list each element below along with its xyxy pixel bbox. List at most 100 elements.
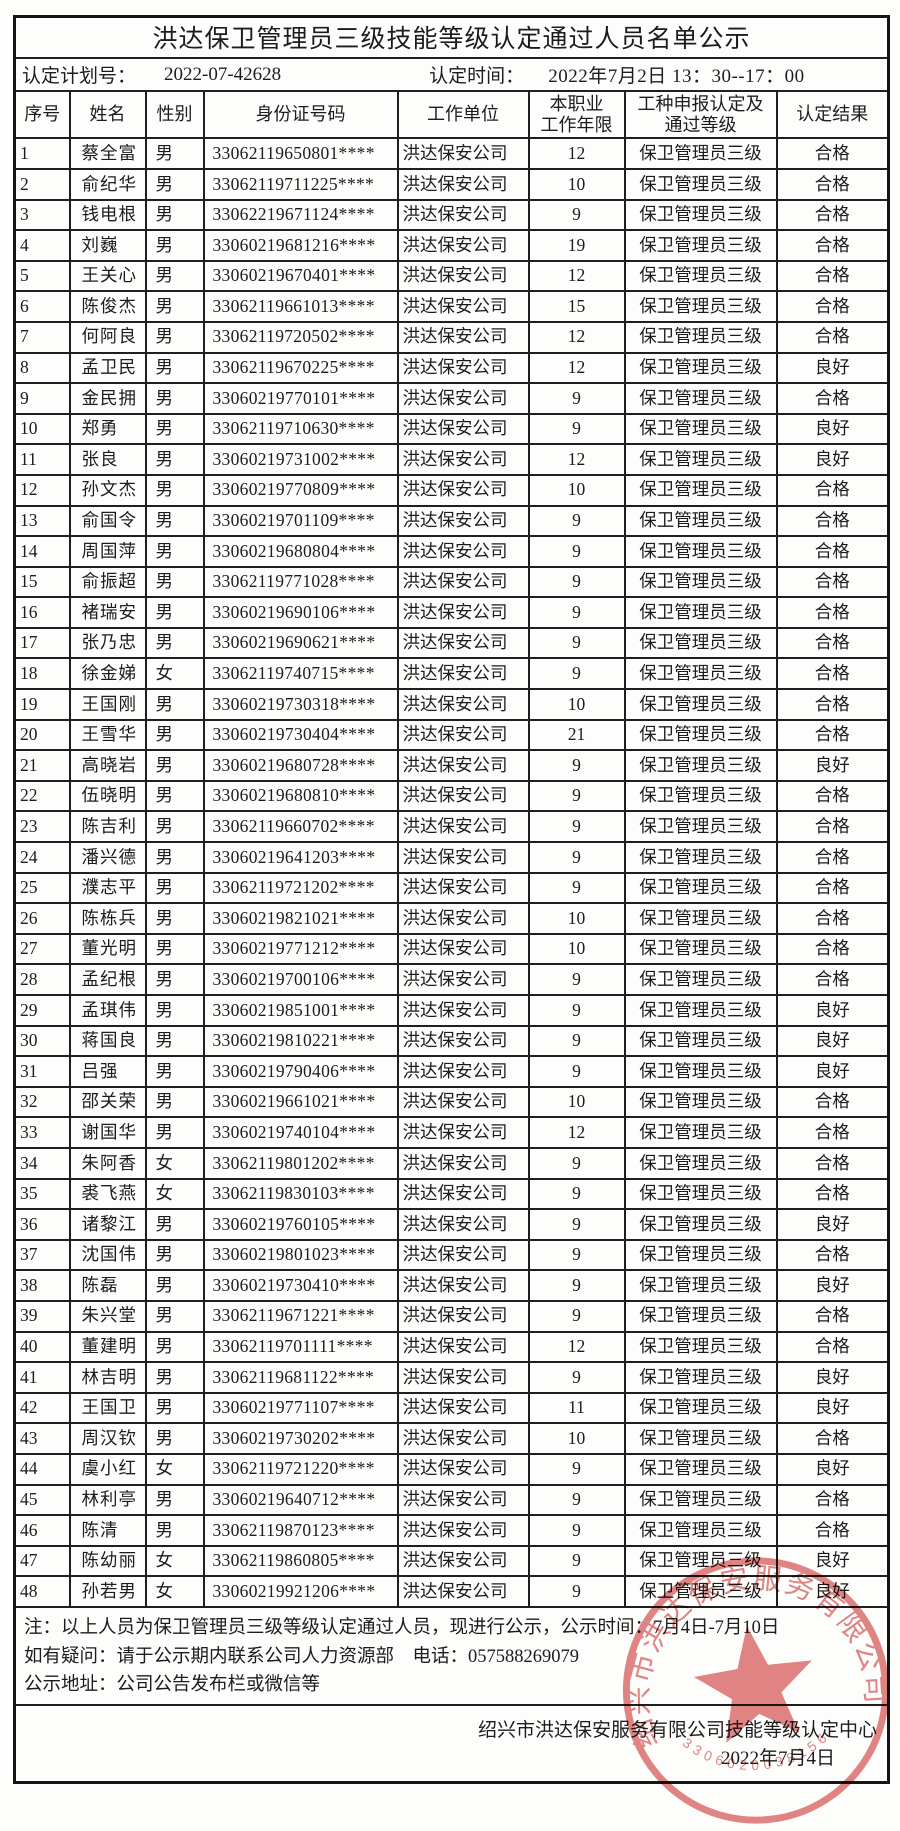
cell-name: 蔡全富 [68,137,147,170]
cell-seq: 31 [13,1055,71,1088]
cell-result: 合格 [775,841,890,874]
cell-years: 9 [527,1055,626,1088]
header-years: 本职业 工作年限 [527,89,626,140]
cell-seq: 39 [13,1299,71,1333]
cell-seq: 5 [13,259,71,293]
cell-seq: 46 [13,1514,71,1547]
cell-seq: 29 [13,994,71,1027]
cell-years: 12 [527,443,626,476]
cell-name: 蒋国良 [68,1024,147,1058]
cell-result: 合格 [775,535,890,568]
cell-name: 钱电根 [68,198,147,232]
cell-id: 33060219771107**** [202,1391,399,1425]
cell-gender: 男 [144,779,205,813]
cell-company: 洪达保安公司 [396,1024,530,1058]
cell-seq: 22 [13,779,71,813]
header-name: 姓名 [68,89,147,140]
cell-company: 洪达保安公司 [396,137,530,170]
cell-gender: 女 [144,1452,205,1486]
cell-gender: 男 [144,1330,205,1364]
cell-years: 12 [527,137,626,170]
cell-gender: 男 [144,1483,205,1517]
table-row: 15 俞振超 男 33062119771028**** 洪达保安公司 9 保卫管… [13,565,890,599]
cell-grade: 保卫管理员三级 [623,290,778,323]
cell-result: 良好 [775,443,890,476]
cell-result: 良好 [775,1024,890,1058]
cell-id: 33060219730410**** [202,1269,399,1302]
cell-id: 33060219690621**** [202,626,399,660]
cell-grade: 保卫管理员三级 [623,1177,778,1211]
certification-table: 洪达保卫管理员三级技能等级认定通过人员名单公示 认定计划号： 2022-07-4… [13,15,891,1785]
cell-gender: 男 [144,1422,205,1455]
cell-name: 周汉钦 [68,1422,147,1455]
cell-grade: 保卫管理员三级 [623,229,778,262]
cell-name: 高晓岩 [68,749,147,782]
cell-years: 12 [527,259,626,293]
cell-name: 孟卫民 [68,351,147,385]
cell-seq: 21 [13,749,71,782]
cell-gender: 男 [144,1055,205,1088]
cell-grade: 保卫管理员三级 [623,1116,778,1149]
table-row: 43 周汉钦 男 33060219730202**** 洪达保安公司 10 保卫… [13,1422,890,1455]
cell-result: 良好 [775,1544,890,1578]
cell-company: 洪达保安公司 [396,902,530,935]
cell-name: 张良 [68,443,147,476]
cell-company: 洪达保安公司 [396,1483,530,1517]
cell-id: 33062119830103**** [202,1177,399,1211]
table-row: 36 诸黎江 男 33060219760105**** 洪达保安公司 9 保卫管… [13,1208,890,1241]
cell-name: 褚瑞安 [68,596,147,629]
table-row: 40 董建明 男 33062119701111**** 洪达保安公司 12 保卫… [13,1330,890,1364]
assessment-time-value: 2022年7月2日 13：30--17：00 [548,66,805,87]
cell-result: 合格 [775,657,890,691]
cell-company: 洪达保安公司 [396,779,530,813]
header-id: 身份证号码 [202,89,399,140]
cell-gender: 男 [144,382,205,415]
cell-years: 15 [527,290,626,323]
cell-seq: 47 [13,1544,71,1578]
cell-company: 洪达保安公司 [396,596,530,629]
cell-seq: 44 [13,1452,71,1486]
cell-gender: 男 [144,198,205,232]
table-row: 28 孟纪根 男 33060219700106**** 洪达保安公司 9 保卫管… [13,963,890,996]
cell-years: 9 [527,565,626,599]
cell-id: 33060219700106**** [202,963,399,996]
cell-id: 33060219760105**** [202,1208,399,1241]
table-row: 30 蒋国良 男 33060219810221**** 洪达保安公司 9 保卫管… [13,1024,890,1058]
cell-result: 良好 [775,1269,890,1302]
cell-company: 洪达保安公司 [396,1299,530,1333]
assessment-time-label: 认定时间： [429,66,525,87]
table-row: 22 伍晓明 男 33060219680810**** 洪达保安公司 9 保卫管… [13,779,890,813]
cell-company: 洪达保安公司 [396,473,530,507]
cell-gender: 男 [144,1361,205,1394]
cell-seq: 20 [13,718,71,752]
cell-years: 10 [527,932,626,966]
cell-grade: 保卫管理员三级 [623,779,778,813]
cell-seq: 7 [13,320,71,354]
cell-seq: 40 [13,1330,71,1364]
cell-company: 洪达保安公司 [396,994,530,1027]
cell-name: 王关心 [68,259,147,293]
cell-seq: 24 [13,841,71,874]
cell-result: 合格 [775,1085,890,1119]
cell-gender: 男 [144,841,205,874]
cell-seq: 4 [13,229,71,262]
cell-id: 33060219851001**** [202,994,399,1027]
cell-id: 33060219680804**** [202,535,399,568]
cell-grade: 保卫管理员三级 [623,902,778,935]
cell-company: 洪达保安公司 [396,504,530,538]
cell-id: 33060219680810**** [202,779,399,813]
cell-years: 9 [527,1361,626,1394]
cell-result: 良好 [775,994,890,1027]
cell-name: 林利亭 [68,1483,147,1517]
table-row: 17 张乃忠 男 33060219690621**** 洪达保安公司 9 保卫管… [13,626,890,660]
cell-name: 陈幼丽 [68,1544,147,1578]
cell-gender: 男 [144,718,205,752]
table-row: 4 刘巍 男 33060219681216**** 洪达保安公司 19 保卫管理… [13,229,890,262]
cell-gender: 男 [144,1208,205,1241]
cell-result: 合格 [775,1422,890,1455]
cell-seq: 10 [13,412,71,446]
table-row: 2 俞纪华 男 33062119711225**** 洪达保安公司 10 保卫管… [13,167,890,201]
cell-seq: 3 [13,198,71,232]
cell-gender: 男 [144,871,205,905]
cell-gender: 男 [144,1085,205,1119]
